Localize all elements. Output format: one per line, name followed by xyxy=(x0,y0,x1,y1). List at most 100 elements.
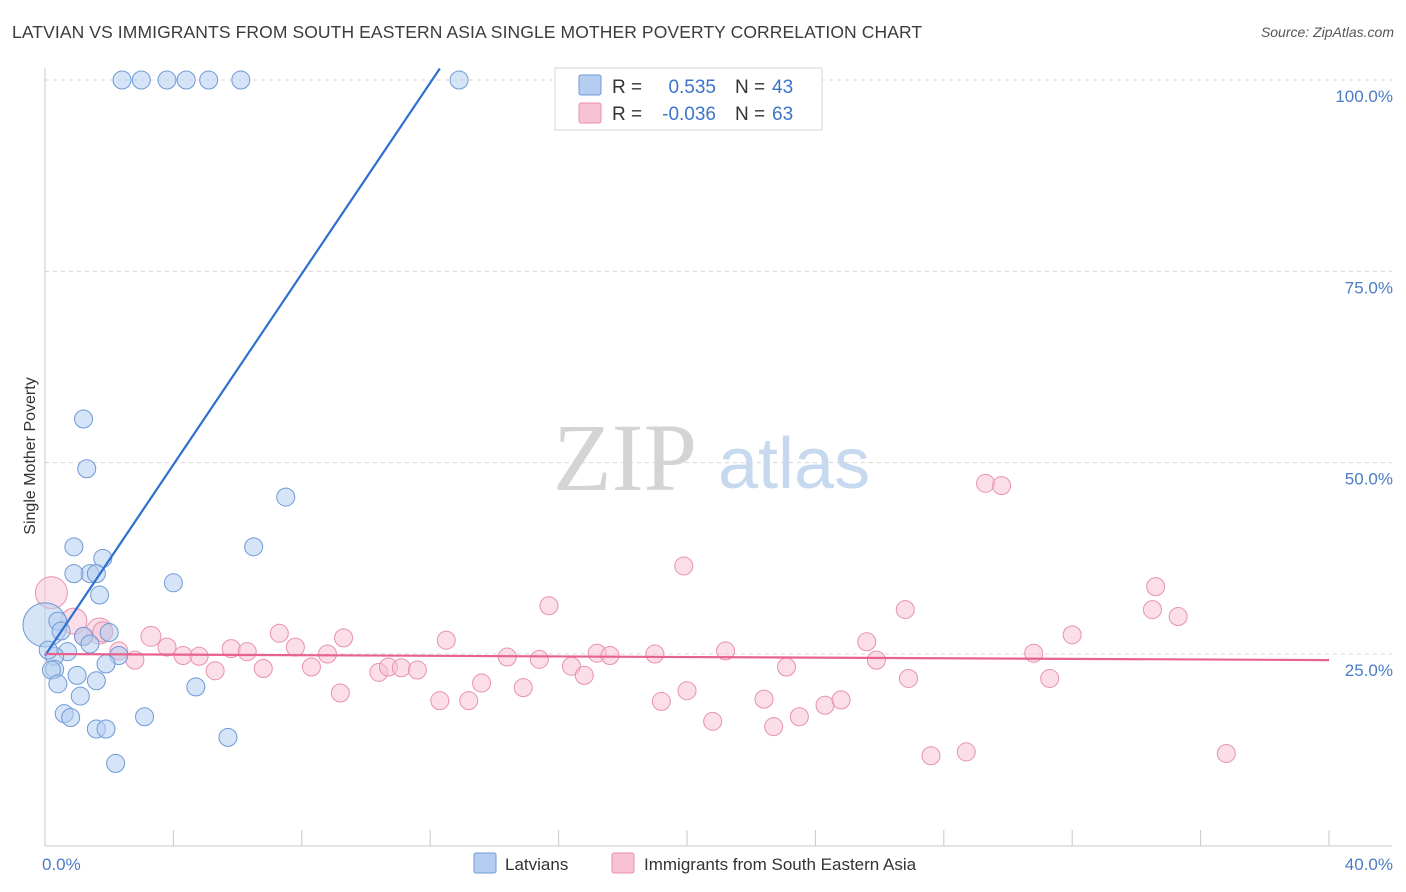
immigrants-trend-line xyxy=(44,652,1330,662)
immigrants-point xyxy=(529,649,549,669)
immigrants-point xyxy=(269,623,289,643)
watermark-zip: ZIP xyxy=(553,404,697,511)
immigrants-point xyxy=(334,628,354,648)
legend-r-label: R = xyxy=(612,104,642,125)
immigrants-point xyxy=(539,596,559,616)
y-axis-label: Single Mother Poverty xyxy=(22,377,39,534)
latvians-point xyxy=(449,70,469,90)
legend-r-label: R = xyxy=(612,77,642,98)
axes xyxy=(44,68,1392,847)
immigrants-point xyxy=(1168,606,1188,626)
series-immigrants-points xyxy=(34,473,1236,766)
latvians-point xyxy=(131,70,151,90)
latvians-point xyxy=(186,677,206,697)
y-tick-labels: 25.0% 50.0% 75.0% 100.0% xyxy=(1335,87,1393,680)
watermark-atlas: atlas xyxy=(718,424,870,504)
immigrants-point xyxy=(674,556,694,576)
latvians-point xyxy=(135,707,155,727)
latvians-point xyxy=(163,573,183,593)
y-tick-label: 75.0% xyxy=(1345,278,1393,297)
y-tick-label: 25.0% xyxy=(1345,661,1393,680)
x-tick-labels: 0.0% 40.0% xyxy=(42,855,1393,874)
immigrants-point xyxy=(157,637,177,657)
immigrants-point xyxy=(205,661,225,681)
latvians-point xyxy=(244,537,264,557)
immigrants-point xyxy=(436,630,456,650)
latvians-point xyxy=(61,707,81,727)
stats-legend-row-latvians: R = 0.535 N = 43 xyxy=(578,74,793,98)
immigrants-point xyxy=(459,691,479,711)
immigrants-point xyxy=(285,637,305,657)
immigrants-point xyxy=(430,691,450,711)
immigrants-point xyxy=(754,689,774,709)
legend-swatch-blue xyxy=(578,74,602,96)
legend-r-value: -0.036 xyxy=(662,104,716,125)
immigrants-point xyxy=(253,659,273,679)
stats-legend-row-immigrants: R = -0.036 N = 63 xyxy=(578,102,793,125)
immigrants-point xyxy=(600,646,620,666)
latvians-point xyxy=(80,634,100,654)
trend-lines xyxy=(44,67,1330,662)
legend-n-label: N = xyxy=(735,104,765,125)
immigrants-point xyxy=(992,476,1012,496)
immigrants-point xyxy=(1062,625,1082,645)
immigrants-point xyxy=(391,658,411,678)
grid xyxy=(45,79,1392,655)
latvians-point xyxy=(96,654,116,674)
latvians-trend-line xyxy=(44,67,441,657)
latvians-point xyxy=(218,727,238,747)
immigrants-point xyxy=(645,644,665,664)
latvians-point xyxy=(86,564,106,584)
latvians-point xyxy=(64,564,84,584)
immigrants-point xyxy=(513,678,533,698)
latvians-point xyxy=(157,70,177,90)
immigrants-point xyxy=(301,657,321,677)
immigrants-point xyxy=(574,665,594,685)
latvians-point xyxy=(276,487,296,507)
immigrants-point xyxy=(1146,577,1166,597)
legend-label-latvians: Latvians xyxy=(505,855,568,874)
latvians-point xyxy=(96,719,116,739)
immigrants-point xyxy=(921,746,941,766)
y-tick-label: 50.0% xyxy=(1345,470,1393,489)
immigrants-point xyxy=(1142,600,1162,620)
latvians-point xyxy=(77,459,97,479)
legend-n-label: N = xyxy=(735,77,765,98)
latvians-point xyxy=(64,537,84,557)
legend-swatch-latvians xyxy=(473,852,497,874)
immigrants-point xyxy=(898,668,918,688)
latvians-point xyxy=(70,686,90,706)
y-tick-label: 100.0% xyxy=(1335,87,1393,106)
chart-title: LATVIAN VS IMMIGRANTS FROM SOUTH EASTERN… xyxy=(12,22,923,42)
latvians-point xyxy=(86,671,106,691)
latvians-point xyxy=(112,70,132,90)
stats-legend: R = 0.535 N = 43 R = -0.036 N = 63 xyxy=(554,67,823,131)
latvians-point xyxy=(74,409,94,429)
immigrants-point xyxy=(789,707,809,727)
source-credit: Source: ZipAtlas.com xyxy=(1260,24,1394,40)
immigrants-point xyxy=(703,711,723,731)
immigrants-point xyxy=(1040,668,1060,688)
immigrants-point xyxy=(677,681,697,701)
legend-swatch-immigrants xyxy=(611,852,635,874)
immigrants-point xyxy=(189,646,209,666)
x-tick-label: 0.0% xyxy=(42,855,81,874)
legend-label-immigrants: Immigrants from South Eastern Asia xyxy=(644,855,917,874)
latvians-point xyxy=(48,674,68,694)
latvians-point xyxy=(231,70,251,90)
immigrants-point xyxy=(857,632,877,652)
legend-r-value: 0.535 xyxy=(668,77,716,98)
x-tick-label: 40.0% xyxy=(1345,855,1393,874)
immigrants-point xyxy=(472,673,492,693)
immigrants-point xyxy=(815,695,835,715)
legend-swatch-pink xyxy=(578,102,602,124)
series-legend: Latvians Immigrants from South Eastern A… xyxy=(473,852,917,874)
legend-n-value: 43 xyxy=(772,77,793,98)
immigrants-point xyxy=(140,625,162,647)
latvians-point xyxy=(90,585,110,605)
legend-n-value: 63 xyxy=(772,104,793,125)
latvians-point xyxy=(67,665,87,685)
immigrants-point xyxy=(317,644,337,664)
immigrants-point xyxy=(716,641,736,661)
